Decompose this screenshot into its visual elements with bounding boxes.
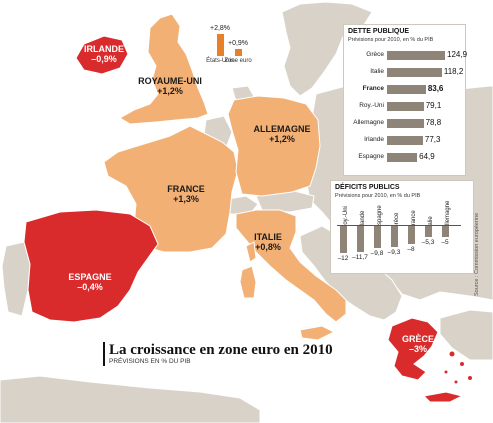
- debt-country-label: Allemagne: [353, 119, 384, 126]
- map-title: La croissance en zone euro en 2010: [109, 342, 333, 358]
- map-island-1: [448, 350, 456, 358]
- debt-panel-subtitle: Prévisions pour 2010, en % du PIB: [348, 37, 434, 43]
- debt-country-label: Irlande: [364, 136, 384, 143]
- label-irlande-name: IRLANDE: [84, 44, 124, 54]
- deficit-value: –9,3: [387, 248, 401, 256]
- land-north-africa: [0, 375, 261, 423]
- debt-bar: [387, 136, 423, 145]
- map-island-5: [453, 379, 459, 385]
- deficit-bar: [425, 225, 432, 238]
- label-royaume-uni: ROYAUME-UNI +1,2%: [138, 76, 202, 96]
- deficit-bar: [391, 225, 398, 247]
- map-grece: [387, 317, 439, 381]
- map-island-4: [467, 375, 473, 381]
- land-turkey: [439, 309, 493, 361]
- map-royaume-uni: [119, 13, 209, 125]
- deficit-value: –9,8: [370, 249, 384, 257]
- debt-country-label: Espagne: [358, 153, 384, 160]
- label-allemagne: ALLEMAGNE +1,2%: [254, 124, 311, 144]
- growth-compare-chart: +2,8% +0,9% États-Unis Zone euro: [202, 20, 256, 78]
- label-irlande: IRLANDE –0,9%: [84, 44, 124, 64]
- label-espagne-name: ESPAGNE: [68, 272, 112, 282]
- label-france-value: +1,3%: [173, 194, 199, 204]
- label-allemagne-name: ALLEMAGNE: [253, 124, 311, 134]
- debt-bar: [387, 85, 426, 94]
- deficit-value: –5: [441, 238, 449, 246]
- map-island-2: [459, 361, 465, 367]
- label-italie: ITALIE +0,8%: [254, 232, 282, 252]
- map-sardaigne: [239, 265, 257, 299]
- deficit-value: –8: [407, 245, 415, 253]
- deficit-bar: [374, 225, 381, 248]
- growth-us-label: États-Unis: [206, 58, 234, 64]
- label-italie-value: +0,8%: [255, 242, 281, 252]
- deficit-baseline: [337, 225, 461, 226]
- deficit-panel-subtitle: Prévisions pour 2010, en % du PIB: [335, 193, 421, 199]
- debt-panel: DETTE PUBLIQUE Prévisions pour 2010, en …: [343, 24, 468, 176]
- label-royaume-uni-name: ROYAUME-UNI: [138, 76, 202, 86]
- title-block: La croissance en zone euro en 2010 PRÉVI…: [103, 342, 333, 366]
- label-grece: GRÈCE –3%: [402, 334, 434, 354]
- debt-value: 64,9: [419, 152, 435, 161]
- growth-euro-value: +0,9%: [227, 39, 249, 47]
- map-crete: [422, 391, 464, 403]
- deficit-value: –5,3: [421, 239, 435, 247]
- label-grece-value: –3%: [408, 344, 428, 354]
- debt-country-label: Grèce: [366, 51, 384, 58]
- deficit-bar: [357, 225, 364, 253]
- map-sicile: [299, 325, 336, 341]
- debt-row: Roy.-Uni 79,1: [344, 100, 465, 114]
- debt-row: Irlande 77,3: [344, 134, 465, 148]
- debt-value: 79,1: [425, 101, 442, 110]
- label-france-name: FRANCE: [167, 184, 205, 194]
- debt-value: 124,9: [447, 50, 468, 59]
- debt-bar: [387, 153, 418, 162]
- label-irlande-value: –0,9%: [91, 54, 117, 64]
- deficit-bar: [340, 225, 347, 253]
- source-credit: Source : Commission européenne: [474, 212, 480, 296]
- map-corse: [245, 241, 257, 263]
- debt-row: France 83,6: [344, 83, 465, 97]
- growth-us-bar: [216, 34, 224, 56]
- debt-row: Allemagne 78,8: [344, 117, 465, 131]
- label-espagne: ESPAGNE –0,4%: [68, 272, 111, 292]
- growth-us-value: +2,8%: [209, 25, 231, 32]
- label-italie-name: ITALIE: [254, 232, 282, 242]
- map-italie: [235, 209, 347, 323]
- debt-value: 77,3: [424, 135, 441, 144]
- label-allemagne-value: +1,2%: [269, 134, 295, 144]
- deficit-value: –11,7: [352, 254, 368, 262]
- debt-bar: [387, 102, 424, 111]
- debt-value: 83,6: [427, 84, 444, 93]
- deficit-value: –12: [337, 255, 349, 262]
- map-subtitle: PRÉVISIONS EN % DU PIB: [109, 358, 191, 365]
- debt-value: 118,2: [443, 67, 464, 76]
- deficit-bar: [408, 225, 415, 244]
- debt-bar: [387, 51, 445, 60]
- deficit-panel-title: DÉFICITS PUBLICS: [335, 184, 400, 191]
- label-royaume-uni-value: +1,2%: [157, 86, 183, 96]
- growth-euro-label: Zone euro: [224, 58, 252, 64]
- debt-country-label: Italie: [370, 68, 384, 75]
- debt-row: Espagne 64,9: [344, 151, 465, 165]
- deficit-bar: [442, 225, 449, 237]
- label-grece-name: GRÈCE: [401, 334, 435, 344]
- label-espagne-value: –0,4%: [77, 282, 103, 292]
- debt-panel-title: DETTE PUBLIQUE: [348, 28, 410, 35]
- growth-euro-bar: [234, 48, 242, 56]
- label-france: FRANCE +1,3%: [167, 184, 205, 204]
- debt-country-label: France: [362, 85, 384, 92]
- map-allemagne: [227, 95, 321, 197]
- debt-bar: [387, 119, 424, 128]
- map-espagne: [23, 209, 159, 323]
- debt-value: 78,8: [425, 118, 442, 127]
- map-island-3: [443, 369, 449, 375]
- debt-row: Italie 118,2: [344, 66, 465, 80]
- map-irlande: [75, 35, 129, 75]
- deficit-panel: DÉFICITS PUBLICS Prévisions pour 2010, e…: [330, 180, 474, 274]
- debt-country-label: Roy.-Uni: [359, 102, 384, 109]
- debt-bar: [387, 68, 442, 77]
- debt-row: Grèce 124,9: [344, 49, 468, 63]
